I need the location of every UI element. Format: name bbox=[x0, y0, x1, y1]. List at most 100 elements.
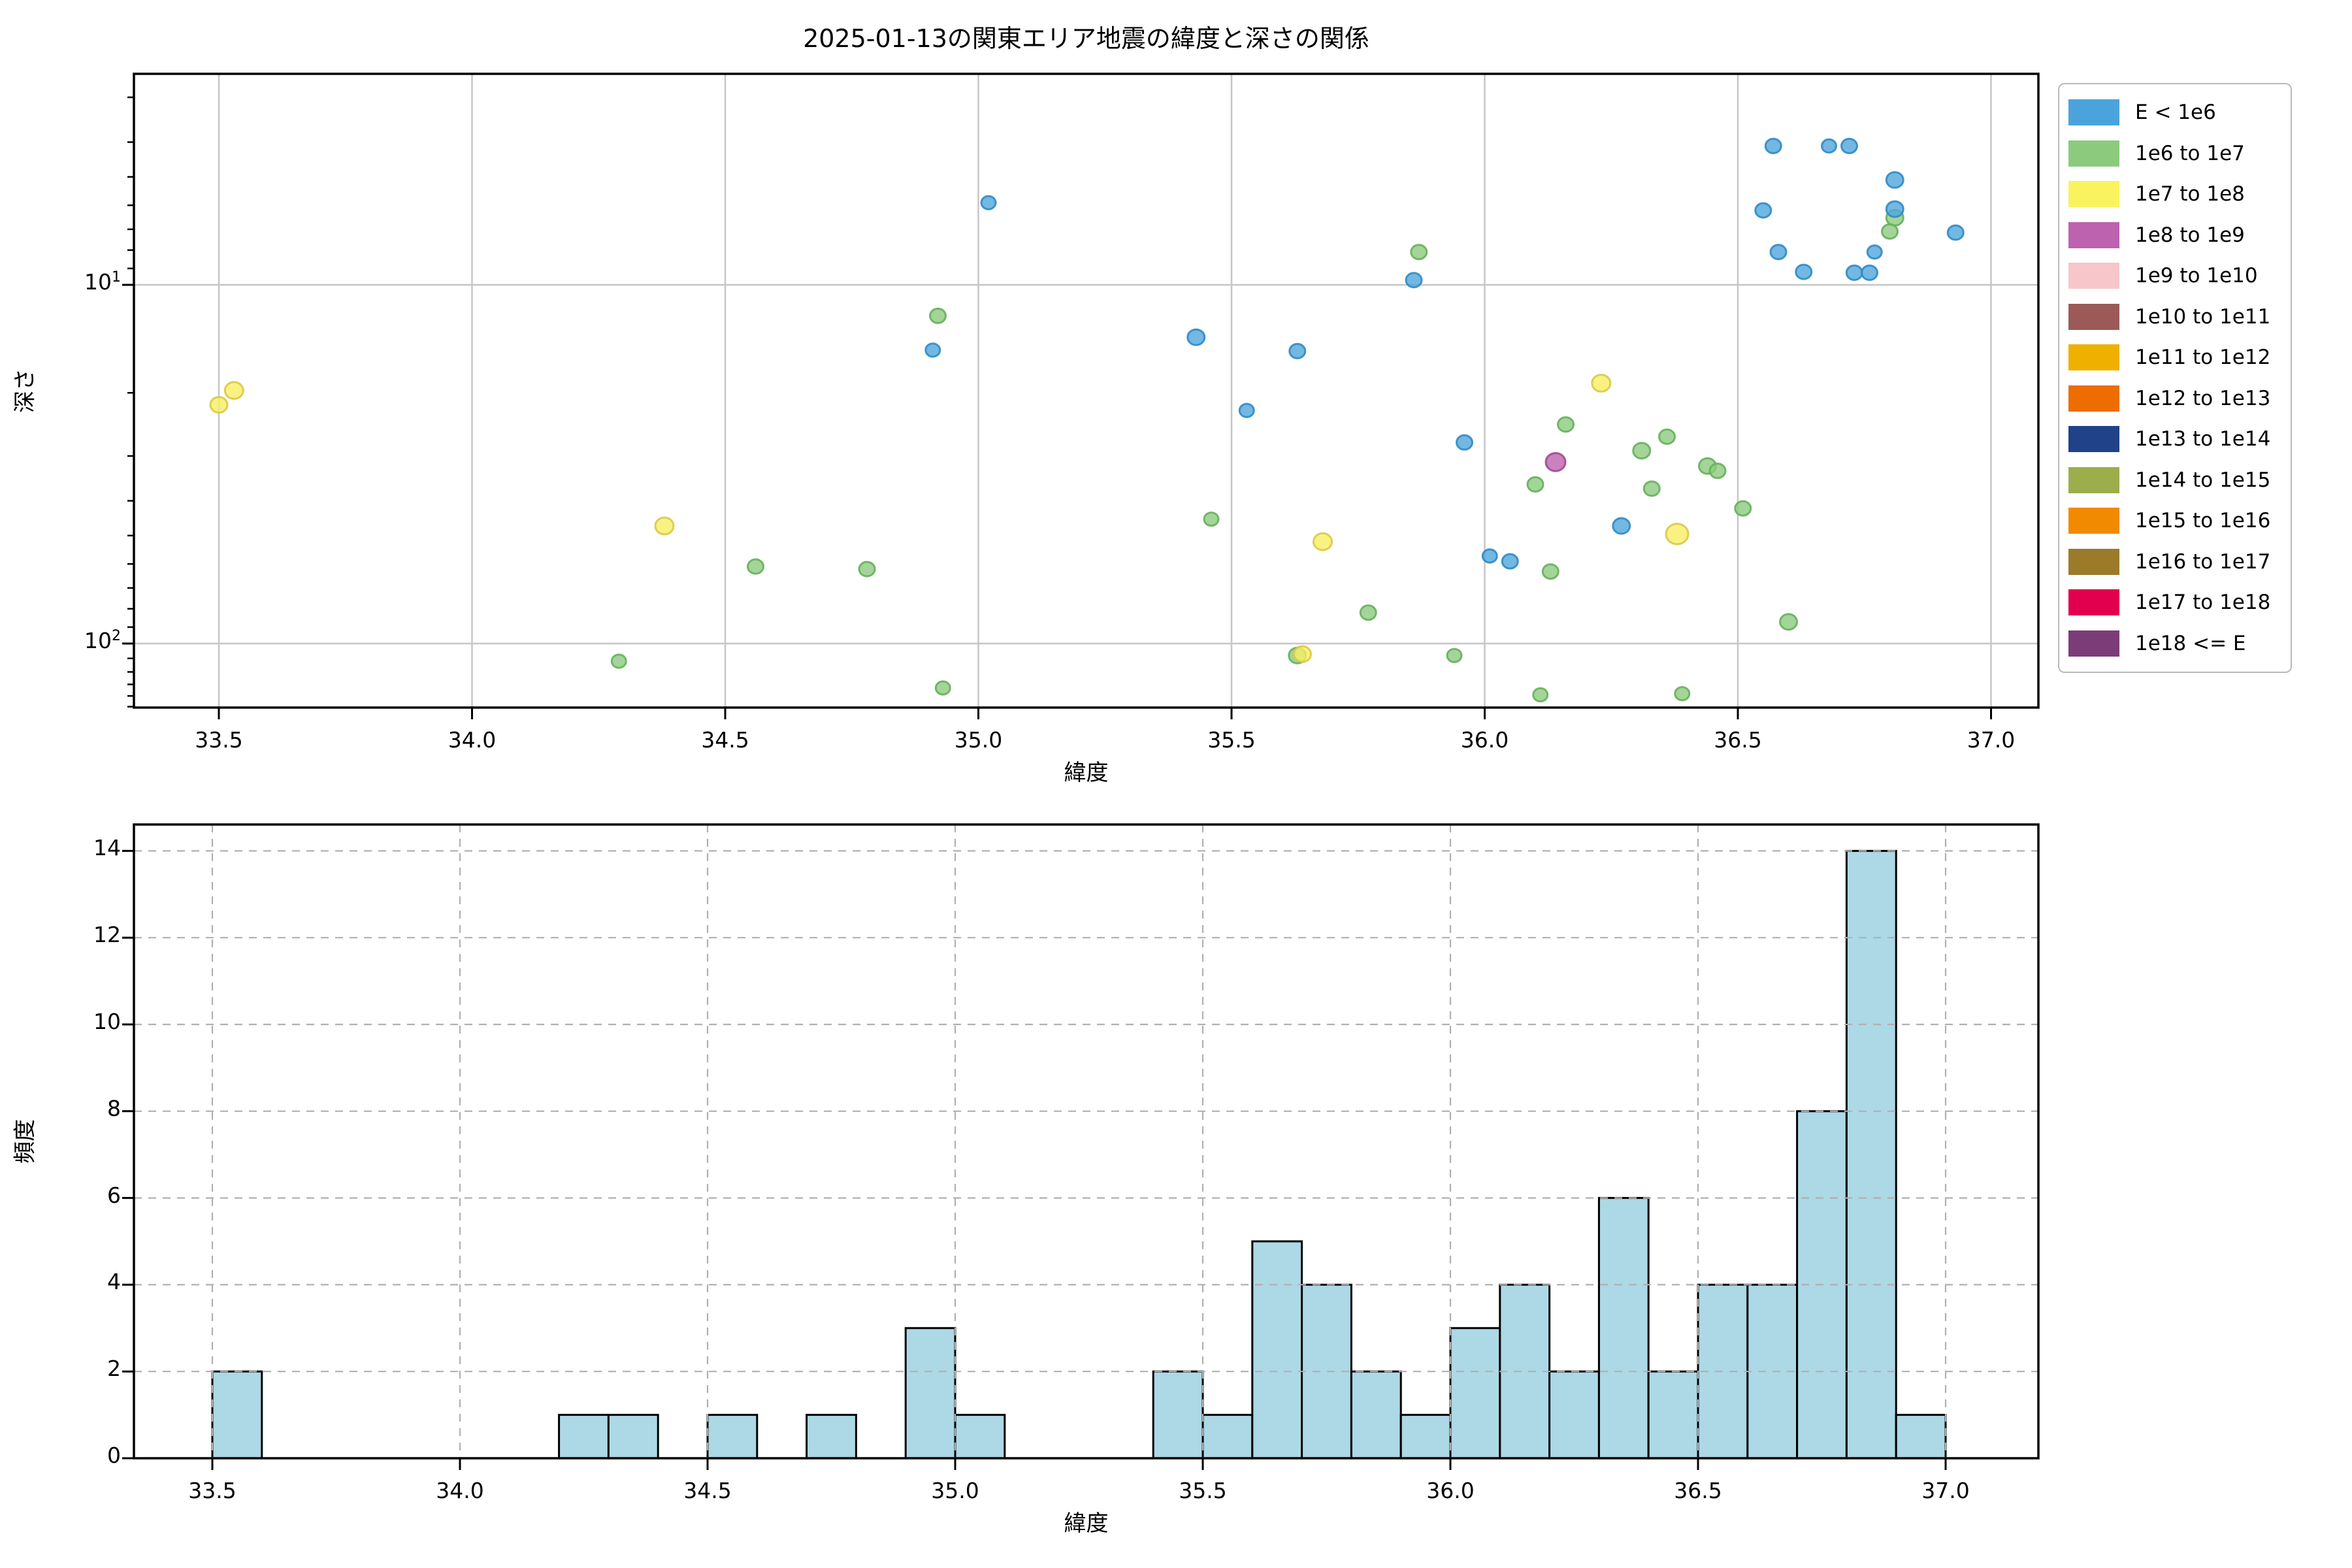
legend-swatch-icon bbox=[2068, 99, 2119, 126]
scatter-point bbox=[1795, 263, 1813, 280]
legend-swatch-icon bbox=[2068, 589, 2119, 616]
legend-row: 1e14 to 1e15 bbox=[2068, 460, 2281, 501]
legend-label: 1e13 to 1e14 bbox=[2135, 427, 2271, 451]
plot-border bbox=[133, 823, 2040, 1460]
scatter-plot: 深さ 緯度 33.5 34.0 34.5 35.0 35.5 36.0 36.5 37.0 10… bbox=[12, 73, 2040, 786]
legend-swatch-icon bbox=[2068, 385, 2119, 412]
legend-swatch-icon bbox=[2068, 140, 2119, 167]
hist-bar bbox=[1449, 1327, 1501, 1460]
scatter-point bbox=[1410, 244, 1428, 261]
y-tick-label: 0 bbox=[107, 1443, 121, 1468]
legend-row: 1e11 to 1e12 bbox=[2068, 337, 2281, 378]
legend-row: 1e7 to 1e8 bbox=[2068, 174, 2281, 215]
hist-bar bbox=[558, 1414, 610, 1460]
scatter-point bbox=[1845, 264, 1863, 281]
y-tick-label: 101 bbox=[84, 269, 121, 295]
plot-border bbox=[133, 73, 2040, 709]
figure-title: 2025-01-13の関東エリア地震の緯度と深さの関係 bbox=[803, 24, 1369, 53]
y-tick-label: 102 bbox=[84, 628, 121, 653]
scatter-point bbox=[1238, 402, 1255, 418]
scatter-point bbox=[1288, 342, 1307, 359]
scatter-point bbox=[1186, 328, 1206, 346]
hist-bar bbox=[1597, 1197, 1650, 1460]
legend-row: 1e13 to 1e14 bbox=[2068, 419, 2281, 460]
scatter-point bbox=[858, 561, 876, 578]
hist-bar bbox=[1152, 1370, 1204, 1460]
scatter-point bbox=[1405, 272, 1423, 289]
legend-label: 1e14 to 1e15 bbox=[2135, 468, 2271, 492]
x-tick-label: 36.5 bbox=[1674, 1478, 1722, 1503]
scatter-point bbox=[929, 307, 947, 324]
y-tick-label: 12 bbox=[93, 922, 121, 948]
legend-swatch-icon bbox=[2068, 630, 2119, 657]
x-tick-label: 36.0 bbox=[1426, 1478, 1475, 1503]
legend-label: 1e16 to 1e17 bbox=[2135, 549, 2271, 574]
scatter-point bbox=[1866, 244, 1883, 260]
scatter-point bbox=[924, 342, 941, 358]
legend-label: 1e11 to 1e12 bbox=[2135, 346, 2271, 370]
scatter-point bbox=[1456, 434, 1473, 451]
scatter-point bbox=[1642, 480, 1661, 497]
legend-label: 1e7 to 1e8 bbox=[2135, 182, 2245, 206]
hist-bar bbox=[1399, 1414, 1452, 1460]
legend-label: 1e18 <= E bbox=[2135, 631, 2246, 655]
scatter-point bbox=[1501, 553, 1519, 570]
scatter-point bbox=[610, 653, 627, 669]
scatter-point bbox=[1861, 264, 1878, 281]
scatter-point bbox=[747, 558, 764, 575]
legend-row: 1e17 to 1e18 bbox=[2068, 582, 2281, 623]
scatter-point bbox=[654, 516, 675, 536]
hist-bar bbox=[1499, 1283, 1551, 1460]
scatter-point bbox=[1313, 532, 1333, 551]
x-tick-label: 35.5 bbox=[1179, 1478, 1227, 1503]
x-tick-label: 34.0 bbox=[448, 727, 497, 753]
y-tick-label: 10 bbox=[93, 1009, 121, 1034]
legend-row: 1e9 to 1e10 bbox=[2068, 255, 2281, 297]
legend-label: 1e8 to 1e9 bbox=[2135, 223, 2245, 247]
scatter-point bbox=[209, 396, 229, 414]
y-tick-label: 14 bbox=[93, 835, 121, 861]
legend-swatch-icon bbox=[2068, 181, 2119, 208]
x-tick-label: 36.5 bbox=[1714, 727, 1762, 753]
x-tick-label: 35.0 bbox=[954, 727, 1003, 753]
legend-row: E < 1e6 bbox=[2068, 92, 2281, 133]
scatter-point bbox=[1203, 511, 1220, 527]
histogram-canvas bbox=[122, 823, 2040, 1470]
hist-bar bbox=[706, 1414, 759, 1460]
y-tick-label: 8 bbox=[107, 1095, 121, 1121]
y-tick-label: 6 bbox=[107, 1182, 121, 1208]
scatter-point bbox=[1544, 451, 1567, 472]
legend: E < 1e6 1e6 to 1e7 1e7 to 1e8 1e8 to 1e9 1e9… bbox=[2058, 83, 2292, 673]
hist-bar bbox=[607, 1414, 659, 1460]
scatter-point bbox=[1674, 686, 1691, 702]
scatter-point bbox=[1612, 517, 1631, 535]
scatter-point bbox=[934, 680, 951, 696]
legend-row: 1e8 to 1e9 bbox=[2068, 215, 2281, 256]
scatter-point bbox=[1632, 442, 1652, 460]
hist-bar bbox=[1251, 1240, 1303, 1460]
legend-label: 1e15 to 1e16 bbox=[2135, 509, 2271, 533]
legend-swatch-icon bbox=[2068, 426, 2119, 453]
legend-row: 1e12 to 1e13 bbox=[2068, 378, 2281, 419]
x-tick-label: 34.5 bbox=[683, 1478, 732, 1503]
legend-label: 1e12 to 1e13 bbox=[2135, 386, 2271, 410]
legend-swatch-icon bbox=[2068, 508, 2119, 534]
scatter-point bbox=[1946, 224, 1965, 241]
scatter-point bbox=[1658, 428, 1676, 445]
scatter-point bbox=[1359, 604, 1377, 621]
scatter-point bbox=[1840, 137, 1858, 154]
scatter-point bbox=[1591, 374, 1612, 393]
scatter-point bbox=[1885, 200, 1904, 218]
x-tick-label: 37.0 bbox=[1967, 727, 2016, 753]
histogram-ylabel: 頻度 bbox=[12, 1119, 39, 1164]
scatter-point bbox=[1481, 548, 1498, 564]
scatter-point bbox=[1764, 137, 1782, 154]
scatter-point bbox=[1557, 416, 1575, 433]
legend-row: 1e15 to 1e16 bbox=[2068, 500, 2281, 542]
legend-label: 1e17 to 1e18 bbox=[2135, 591, 2271, 615]
scatter-point bbox=[1293, 645, 1312, 663]
scatter-point bbox=[1885, 171, 1904, 189]
x-tick-label: 33.5 bbox=[195, 727, 243, 753]
hist-bar bbox=[1845, 849, 1897, 1460]
hist-bar bbox=[1201, 1414, 1254, 1460]
